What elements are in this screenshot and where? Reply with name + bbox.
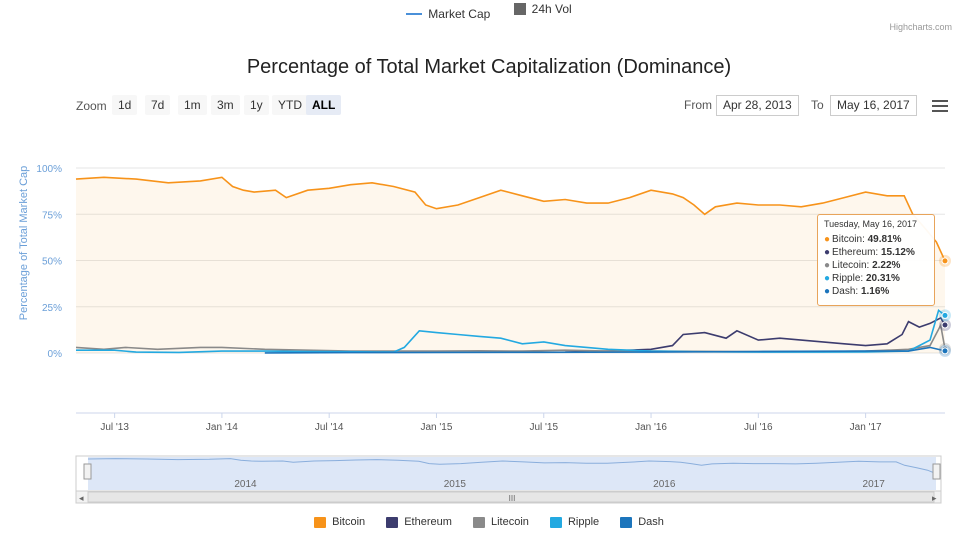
to-label: To xyxy=(811,98,824,112)
legend-swatch xyxy=(386,516,399,528)
navigator-year-label: 2015 xyxy=(444,479,467,490)
scrollbar-thumb[interactable] xyxy=(87,491,935,503)
tooltip-row-ripple: ● Ripple: 20.31% xyxy=(824,273,900,284)
zoom-all-button[interactable]: ALL xyxy=(306,95,342,115)
export-menu-icon[interactable] xyxy=(932,100,948,115)
from-date-input[interactable]: Apr 28, 2013 xyxy=(716,95,799,116)
legend-label: Ripple xyxy=(567,516,600,528)
x-tick-label: Jan '17 xyxy=(850,422,882,433)
legend-swatch xyxy=(472,516,485,528)
legend-item-bitcoin[interactable]: Bitcoin xyxy=(314,516,365,528)
navigator-left-handle[interactable] xyxy=(83,463,92,480)
legend-market-cap-label: Market Cap xyxy=(428,7,491,21)
tooltip-value: 1.16% xyxy=(860,286,890,297)
legend-label: Dash xyxy=(638,516,664,528)
series-line-dash xyxy=(264,346,946,354)
legend-24h-vol[interactable]: 24h Vol xyxy=(513,2,572,16)
series-area-bitcoin xyxy=(76,177,945,353)
y-tick-label: 25% xyxy=(42,303,62,314)
y-axis: 0% 25% 50% 75% 100% xyxy=(36,164,62,360)
tooltip-date: Tuesday, May 16, 2017 xyxy=(824,219,918,229)
legend-item-dash[interactable]: Dash xyxy=(620,516,664,528)
legend-item-ethereum[interactable]: Ethereum xyxy=(386,516,452,528)
from-label: From xyxy=(684,98,712,112)
zoom-label: Zoom xyxy=(76,99,107,113)
legend-label: Bitcoin xyxy=(332,516,366,528)
top-legend: Market Cap 24h Vol xyxy=(0,2,978,21)
navigator-year-label: 2017 xyxy=(863,479,886,490)
navigator-year-labels: 2014 2015 2016 2017 xyxy=(234,479,885,490)
zoom-3m-button[interactable]: 3m xyxy=(211,95,240,115)
navigator-selection[interactable] xyxy=(88,457,936,490)
navigator-series-line xyxy=(87,458,937,475)
tooltip-name: Dash xyxy=(832,286,856,297)
tooltip-name: Ripple xyxy=(832,273,861,284)
tooltip-value: 49.81% xyxy=(867,234,902,245)
y-axis-title: Percentage of Total Market Cap xyxy=(18,166,30,321)
hover-point-dash xyxy=(941,347,949,355)
to-date-input[interactable]: May 16, 2017 xyxy=(830,95,917,116)
navigator-year-label: 2014 xyxy=(234,479,257,490)
x-tick-label: Jul '16 xyxy=(744,422,773,433)
legend-market-cap[interactable]: Market Cap xyxy=(406,7,490,21)
tooltip-row-bitcoin: ● Bitcoin: 49.81% xyxy=(824,234,902,245)
y-tick-label: 0% xyxy=(48,349,63,360)
y-tick-label: 100% xyxy=(36,164,62,175)
legend-market-cap-swatch xyxy=(406,13,423,15)
tooltip: Tuesday, May 16, 2017 ● Bitcoin: 49.81% ●… xyxy=(817,214,935,306)
navigator-right-handle[interactable] xyxy=(932,463,941,480)
legend-label: Ethereum xyxy=(404,516,452,528)
hover-point-ethereum xyxy=(941,321,949,329)
x-axis: Jul '13 Jan '14 Jul '14 Jan '15 Jul '15 Jan '… xyxy=(76,412,945,433)
series-line-bitcoin xyxy=(75,176,946,262)
legend-swatch xyxy=(549,516,562,528)
legend-swatch xyxy=(314,516,327,528)
legend-item-litecoin[interactable]: Litecoin xyxy=(472,516,529,528)
scrollbar-left-arrow[interactable]: ◂ xyxy=(79,493,84,503)
x-tick-label: Jul '15 xyxy=(529,422,558,433)
scrollbar-right-arrow[interactable]: ▸ xyxy=(932,493,937,503)
legend-24h-vol-label: 24h Vol xyxy=(531,2,572,16)
legend-24h-vol-swatch xyxy=(513,3,526,15)
chart-title: Percentage of Total Market Capitalizatio… xyxy=(246,56,732,78)
legend-item-ripple[interactable]: Ripple xyxy=(549,516,600,528)
zoom-7d-button[interactable]: 7d xyxy=(145,95,171,115)
hover-point-ripple xyxy=(941,311,949,319)
legend-swatch xyxy=(620,516,633,528)
hover-markers xyxy=(939,254,951,357)
zoom-1y-button[interactable]: 1y xyxy=(244,95,269,115)
tooltip-value: 2.22% xyxy=(872,260,901,271)
tooltip-row-dash: ● Dash: 1.16% xyxy=(824,286,890,297)
x-tick-label: Jan '16 xyxy=(635,422,667,433)
legend-label: Litecoin xyxy=(490,516,529,528)
y-tick-label: 75% xyxy=(42,210,62,221)
x-tick-label: Jan '14 xyxy=(206,422,238,433)
hover-point-bitcoin xyxy=(941,257,949,265)
y-tick-label: 50% xyxy=(42,257,62,268)
zoom-1d-button[interactable]: 1d xyxy=(112,95,138,115)
zoom-ytd-button[interactable]: YTD xyxy=(272,95,308,115)
scrollbar-grip: III xyxy=(509,494,516,503)
x-tick-label: Jan '15 xyxy=(421,422,453,433)
tooltip-row-ethereum: ● Ethereum: 15.12% xyxy=(824,247,915,258)
navigator-year-label: 2016 xyxy=(653,479,676,490)
x-tick-label: Jul '13 xyxy=(100,422,129,433)
tooltip-name: Litecoin xyxy=(832,260,867,271)
tooltip-name: Ethereum xyxy=(832,247,876,258)
x-tick-label: Jul '14 xyxy=(315,422,344,433)
series-line-ethereum xyxy=(565,316,946,353)
zoom-1m-button[interactable]: 1m xyxy=(178,95,207,115)
tooltip-value: 15.12% xyxy=(880,247,915,258)
series-layer xyxy=(75,176,946,354)
tooltip-value: 20.31% xyxy=(865,273,900,284)
credits-link[interactable]: Highcharts.com xyxy=(889,22,952,32)
series-legend: Bitcoin Ethereum Litecoin Ripple Dash xyxy=(0,516,978,531)
tooltip-name: Bitcoin xyxy=(832,234,863,245)
navigator[interactable]: 2014 2015 2016 2017 III ◂ ▸ xyxy=(75,455,942,504)
tooltip-row-litecoin: ● Litecoin: 2.22% xyxy=(824,260,901,271)
